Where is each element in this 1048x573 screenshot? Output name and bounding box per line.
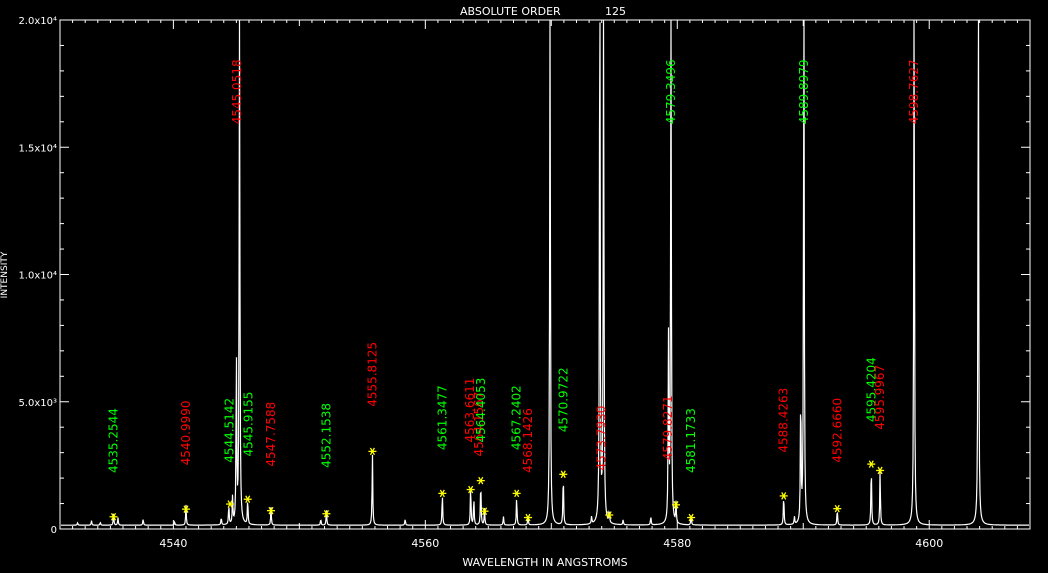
y-tick-label: 1.5x10⁴ — [18, 143, 57, 154]
line-annotation: 4568.1426 — [521, 408, 535, 473]
line-marker — [476, 476, 485, 485]
line-annotation: 4544.5142 — [222, 398, 236, 463]
plot-axes: 4540 4560 4580 4600 0 5.0x10³ 1.0x10⁴ 1.5x10⁴ 2.… — [18, 16, 1031, 550]
line-marker — [466, 485, 475, 494]
x-tick-label: 4560 — [411, 537, 439, 550]
marker-layer — [109, 447, 885, 522]
line-annotation: 4588.4263 — [777, 388, 791, 453]
line-annotation: 4545.0518 — [230, 59, 244, 124]
line-marker — [368, 447, 377, 456]
line-annotation: 4579.3496 — [664, 59, 678, 124]
line-annotation: 4567.2402 — [510, 385, 524, 450]
line-annotation: 4535.2544 — [107, 408, 121, 473]
line-marker — [181, 505, 190, 513]
line-annotation: 4563.6611 — [463, 378, 477, 443]
line-annotation: 4545.9155 — [241, 392, 255, 457]
line-annotation: 4564.1567 — [472, 392, 486, 457]
line-marker — [512, 489, 521, 498]
chart-title: ABSOLUTE ORDER — [460, 5, 561, 18]
line-annotation: 4581.1733 — [684, 408, 698, 473]
annotation-layer: 4535.2544 4540.9990 4544.5142 4545.0518 4545… — [107, 59, 922, 473]
y-tick-label: 0 — [51, 525, 57, 536]
line-marker — [322, 509, 331, 518]
line-marker — [523, 513, 532, 522]
x-axis-label: WAVELENGTH IN ANGSTROMS — [462, 556, 627, 569]
line-annotation: 4552.1538 — [319, 403, 333, 468]
line-marker — [480, 507, 489, 515]
x-tick-label: 4600 — [915, 537, 943, 550]
spectrum-line — [61, 19, 1029, 526]
line-annotation: 4573.7930 — [595, 406, 609, 471]
line-marker — [876, 466, 885, 475]
line-annotation: 4564.4053 — [474, 378, 488, 443]
x-tick-label: 4580 — [663, 537, 691, 550]
line-annotation: 4592.6660 — [830, 398, 844, 463]
chart-header: ABSOLUTE ORDER 125 — [460, 5, 626, 18]
line-annotation: 4555.8125 — [365, 342, 379, 407]
line-marker — [833, 504, 842, 513]
spectrum-layer — [61, 19, 1029, 526]
y-tick-label: 1.0x10⁴ — [18, 271, 57, 282]
line-marker — [687, 513, 696, 522]
line-marker — [867, 460, 876, 468]
line-annotation: 4561.3477 — [435, 385, 449, 450]
line-annotation: 4579.8271 — [661, 395, 675, 460]
line-marker — [559, 470, 568, 479]
line-annotation: 4595.4204 — [864, 357, 878, 422]
line-annotation: 4595.9967 — [873, 365, 887, 430]
line-marker — [267, 506, 276, 515]
line-annotation: 4570.9722 — [556, 367, 570, 432]
line-marker — [226, 500, 235, 508]
line-marker — [672, 501, 681, 509]
line-annotation: 4547.7588 — [264, 402, 278, 467]
x-tick-label: 4540 — [159, 537, 187, 550]
line-marker — [109, 512, 118, 521]
y-tick-label: 2.0x10⁴ — [18, 16, 57, 27]
line-annotation: 4540.9990 — [179, 400, 193, 465]
line-marker — [243, 495, 252, 504]
line-annotation: 4598.7627 — [907, 59, 921, 124]
line-annotation: 4589.8979 — [797, 59, 811, 124]
line-marker — [779, 492, 788, 500]
line-marker — [438, 489, 447, 498]
order-number: 125 — [605, 5, 626, 18]
y-tick-label: 5.0x10³ — [18, 398, 57, 409]
y-axis-label: INTENSITY — [0, 251, 10, 298]
line-marker — [605, 511, 614, 519]
